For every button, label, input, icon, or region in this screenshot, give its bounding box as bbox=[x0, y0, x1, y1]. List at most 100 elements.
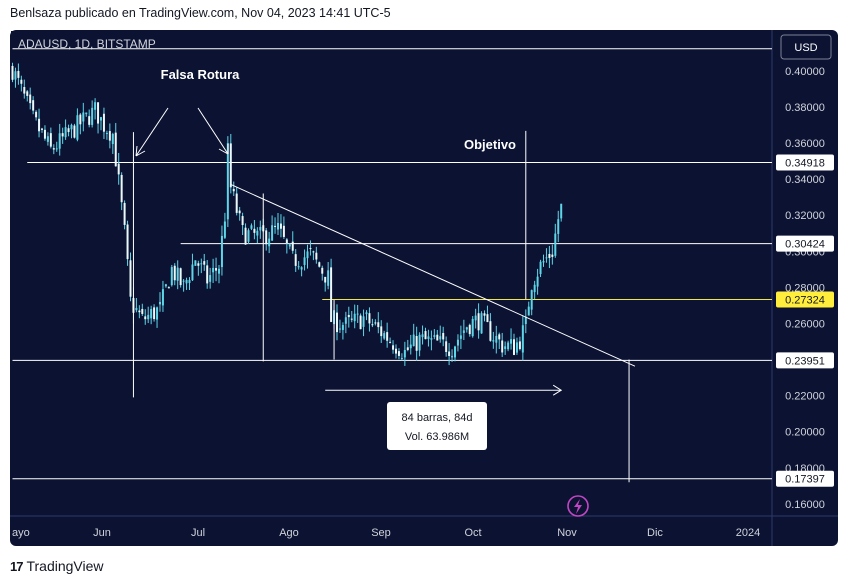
candle-body bbox=[188, 280, 191, 283]
candle-body bbox=[356, 313, 359, 315]
candle-body bbox=[206, 265, 209, 284]
candle-body bbox=[321, 267, 324, 274]
candle-body bbox=[223, 221, 226, 238]
brand-footer[interactable]: 17 TradingView bbox=[10, 557, 104, 575]
chart-caption: Benlsaza publicado en TradingView.com, N… bbox=[10, 6, 391, 20]
drawings[interactable] bbox=[132, 107, 636, 483]
annotation-objetivo: Objetivo bbox=[464, 137, 516, 152]
candle-body bbox=[336, 312, 338, 333]
candle-body bbox=[288, 244, 291, 247]
candle-body bbox=[300, 267, 303, 270]
candle-body bbox=[185, 279, 188, 284]
y-tick-label: 0.36000 bbox=[785, 138, 825, 150]
candle-body bbox=[400, 357, 403, 359]
candle-body bbox=[539, 261, 542, 275]
candle-body bbox=[415, 336, 418, 351]
y-tick-label: 0.26000 bbox=[785, 318, 825, 330]
candle-body bbox=[182, 280, 185, 282]
x-tick-label: Sep bbox=[371, 527, 391, 539]
candle-body bbox=[191, 264, 194, 281]
candle-body bbox=[147, 314, 150, 320]
range-arrow-head bbox=[552, 384, 563, 396]
price-level-label-bg bbox=[776, 291, 834, 308]
candle-body bbox=[238, 210, 241, 214]
chart-area[interactable]: ADAUSD, 1D, BITSTAMP USD 0.40000 0.38000 0… bbox=[10, 30, 838, 546]
candle-body bbox=[67, 128, 70, 133]
candle-body bbox=[483, 313, 486, 316]
x-tick-label: Jul bbox=[191, 527, 205, 539]
candle-body bbox=[306, 251, 309, 259]
candle-body bbox=[52, 148, 55, 150]
x-tick-label: Oct bbox=[464, 527, 481, 539]
candle-body bbox=[229, 143, 232, 188]
candle-body bbox=[430, 338, 433, 340]
range-bars-label: 84 barras, 84d bbox=[402, 412, 473, 424]
horizontal-levels[interactable] bbox=[12, 48, 773, 480]
candle-body bbox=[291, 241, 294, 251]
candle-body bbox=[26, 91, 29, 96]
candle-body bbox=[409, 344, 412, 349]
candle-body bbox=[303, 257, 306, 265]
candle-body bbox=[265, 230, 268, 245]
candle-body bbox=[194, 260, 197, 266]
x-axis-ticks: ayo Jun Jul Ago Sep Oct Nov Dic 2024 bbox=[12, 527, 760, 539]
candle-body bbox=[241, 216, 244, 226]
candle-body bbox=[501, 340, 504, 353]
candle-body bbox=[465, 327, 468, 330]
price-level-label: 0.17397 bbox=[785, 474, 825, 486]
candle-body bbox=[359, 315, 362, 330]
candle-body bbox=[20, 79, 23, 84]
candle-body bbox=[524, 316, 527, 325]
candle-body bbox=[427, 336, 430, 340]
tradingview-logo-icon: 17 bbox=[10, 558, 24, 574]
candle-body bbox=[533, 284, 536, 293]
lightning-icon[interactable] bbox=[567, 495, 589, 517]
candle-body bbox=[312, 251, 315, 253]
candle-body bbox=[371, 324, 374, 326]
candle-body bbox=[277, 222, 279, 230]
currency-button-frame[interactable] bbox=[780, 34, 832, 60]
currency-button[interactable]: USD bbox=[794, 42, 817, 54]
y-tick-label: 0.16000 bbox=[785, 499, 825, 511]
candle-body bbox=[380, 326, 383, 337]
price-level-label-bg bbox=[776, 352, 834, 369]
candle-body bbox=[471, 318, 474, 337]
candle-body bbox=[88, 116, 91, 125]
candle-body bbox=[439, 336, 442, 340]
candle-body bbox=[279, 223, 282, 229]
candle-body bbox=[353, 313, 356, 322]
candle-body bbox=[173, 265, 176, 281]
candle-body bbox=[362, 316, 365, 327]
candle-body bbox=[200, 263, 203, 265]
candle-body bbox=[203, 261, 206, 265]
candle-body bbox=[220, 235, 223, 268]
lightning-icon-bolt bbox=[574, 499, 582, 514]
candle-body bbox=[114, 132, 117, 167]
candle-body bbox=[486, 314, 489, 323]
candle-body bbox=[389, 341, 392, 343]
candle-body bbox=[256, 230, 259, 236]
candle-body bbox=[350, 318, 353, 320]
candle-body bbox=[297, 266, 300, 268]
candle-body bbox=[49, 133, 52, 147]
candle-body bbox=[309, 248, 312, 250]
price-level-label-bg bbox=[776, 470, 834, 487]
candle-body bbox=[392, 345, 395, 350]
candle-body bbox=[156, 307, 159, 320]
candle-body bbox=[29, 94, 32, 104]
y-tick-label: 0.40000 bbox=[785, 66, 825, 78]
price-level-labels: 0.34918 0.30424 0.27324 0.23951 0.17397 bbox=[776, 154, 834, 487]
candle-body bbox=[167, 287, 170, 289]
candle-body bbox=[374, 322, 377, 324]
candle-body bbox=[418, 334, 421, 351]
candle-body bbox=[159, 302, 161, 305]
candle-body bbox=[412, 334, 415, 347]
candle-body bbox=[527, 306, 530, 316]
candle-body bbox=[79, 114, 82, 125]
candle-body bbox=[510, 339, 513, 344]
candle-body bbox=[477, 313, 480, 331]
chart-svg[interactable]: ADAUSD, 1D, BITSTAMP USD 0.400000.380000… bbox=[10, 30, 838, 546]
symbol-label[interactable]: ADAUSD, 1D, BITSTAMP bbox=[18, 37, 156, 51]
brand-name: TradingView bbox=[26, 558, 104, 574]
candle-body bbox=[17, 70, 20, 78]
